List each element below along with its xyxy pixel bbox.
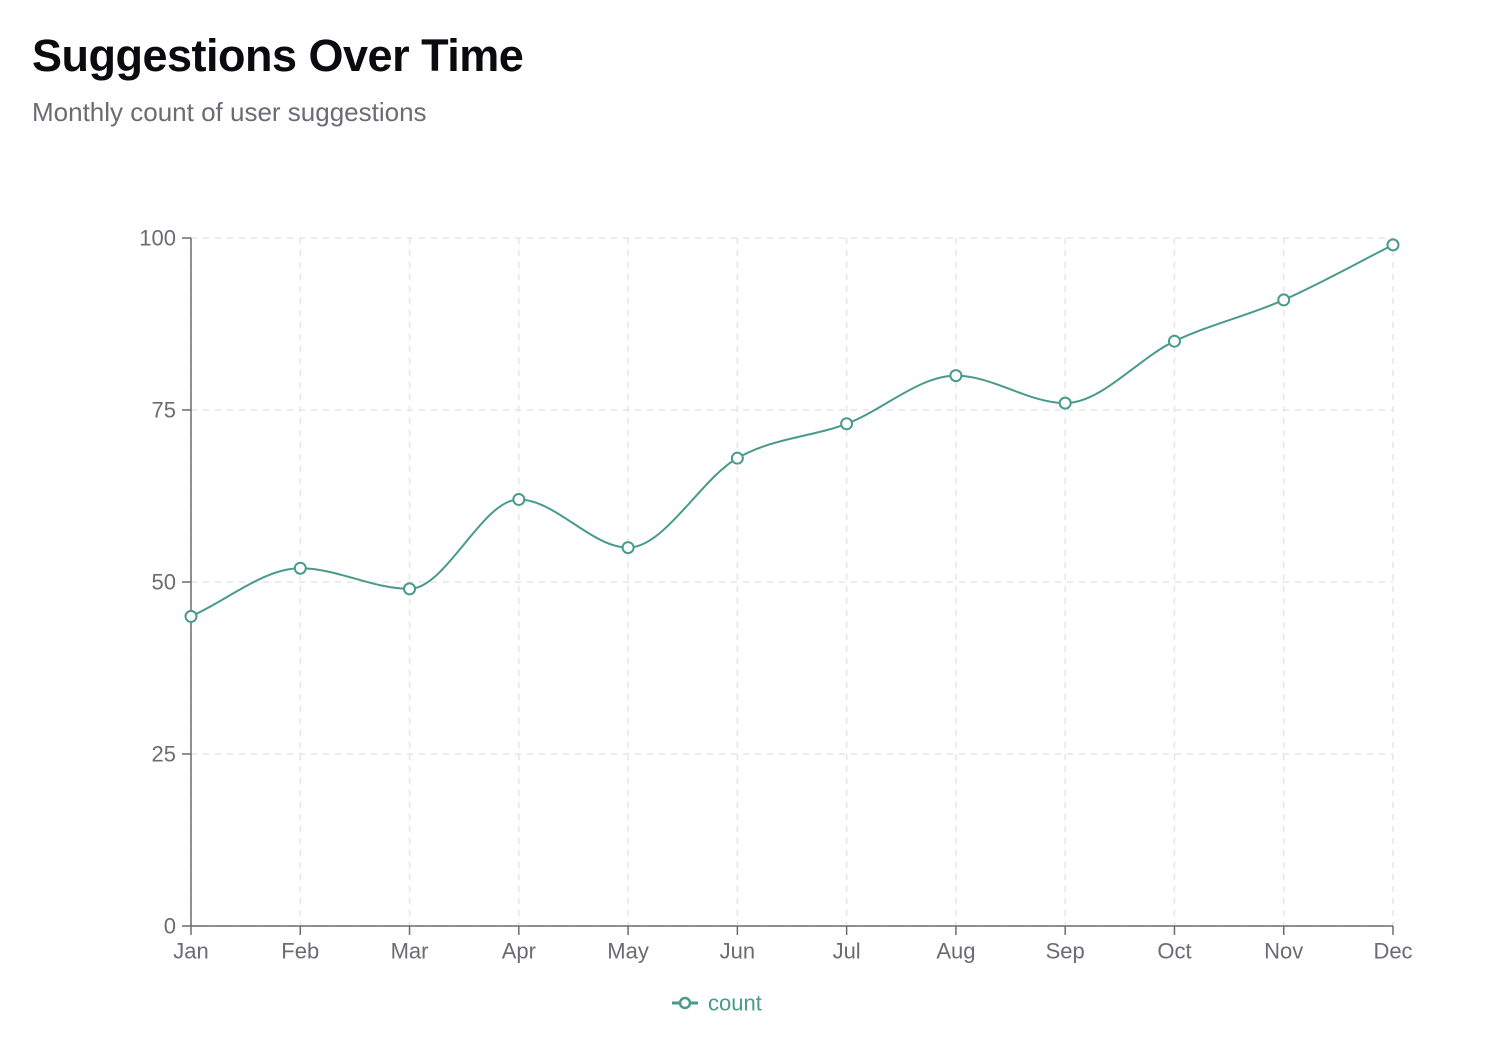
legend-marker-icon — [678, 996, 692, 1010]
data-point[interactable] — [730, 451, 744, 465]
data-point[interactable] — [621, 541, 635, 555]
y-tick-label: 100 — [139, 226, 176, 251]
x-tick-label: Apr — [502, 939, 536, 964]
x-tick-label: Feb — [281, 939, 319, 964]
y-tick-label: 50 — [152, 570, 176, 595]
axes: 0 25 50 75 100 Jan Feb Mar Apr May Jun Jul Aug Sep Oct… — [139, 226, 1412, 964]
chart-title: Suggestions Over Time — [32, 30, 524, 81]
data-point[interactable] — [293, 561, 307, 575]
x-tick-label: Jul — [833, 939, 861, 964]
legend-label[interactable]: count — [708, 991, 762, 1016]
x-tick-label: Aug — [936, 939, 975, 964]
data-points — [184, 238, 1400, 623]
legend[interactable]: count — [672, 991, 762, 1016]
x-tick-label: May — [607, 939, 649, 964]
data-point[interactable] — [1277, 293, 1291, 307]
data-point[interactable] — [1386, 238, 1400, 252]
data-point[interactable] — [184, 609, 198, 623]
data-point[interactable] — [1167, 334, 1181, 348]
x-tick-label: Oct — [1157, 939, 1191, 964]
y-tick-label: 75 — [152, 398, 176, 423]
x-tick-label: Jun — [720, 939, 755, 964]
x-tick-label: Dec — [1373, 939, 1412, 964]
data-point[interactable] — [840, 417, 854, 431]
series-lines — [190, 243, 1394, 618]
x-tick-label: Mar — [391, 939, 429, 964]
data-point[interactable] — [512, 492, 526, 506]
data-point[interactable] — [949, 369, 963, 383]
data-point[interactable] — [403, 582, 417, 596]
chart-subtitle: Monthly count of user suggestions — [32, 97, 427, 127]
data-point[interactable] — [1058, 396, 1072, 410]
x-tick-label: Nov — [1264, 939, 1303, 964]
y-tick-label: 0 — [164, 914, 176, 939]
x-tick-label: Jan — [173, 939, 208, 964]
x-tick-label: Sep — [1046, 939, 1085, 964]
series-line-count — [190, 243, 1394, 618]
y-tick-label: 25 — [152, 742, 176, 767]
